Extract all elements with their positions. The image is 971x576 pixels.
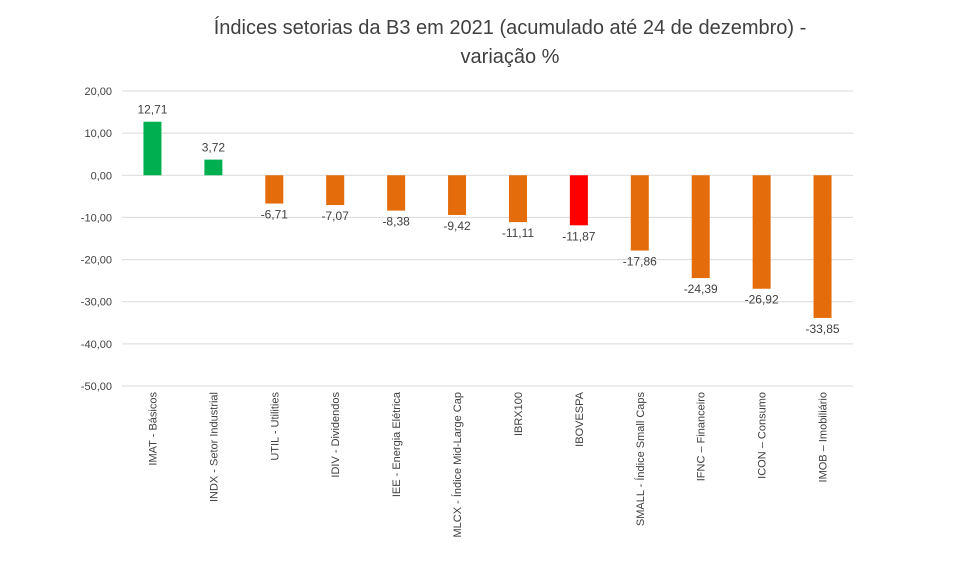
bar [448, 175, 467, 215]
y-tick-label: -10,00 [81, 212, 112, 224]
data-label: -17,86 [623, 255, 657, 269]
bar [204, 159, 223, 176]
chart-title: Índices setorias da B3 em 2021 (acumulad… [150, 14, 870, 72]
y-tick-label: 20,00 [84, 86, 112, 98]
bar [630, 175, 649, 251]
y-tick-label: -50,00 [81, 381, 112, 393]
bar [752, 175, 771, 289]
data-label: 3,72 [202, 141, 226, 155]
data-label: -11,11 [502, 226, 535, 240]
data-label: -11,87 [562, 229, 595, 243]
category-label: UTIL - Utilities [269, 392, 281, 461]
y-tick-label: -40,00 [81, 339, 112, 351]
data-label: -26,92 [745, 293, 779, 307]
category-label: IMAT - Básicos [147, 392, 159, 466]
category-label: SMALL - Índice Small Caps [634, 392, 647, 527]
chart-title-line1: Índices setorias da B3 em 2021 (acumulad… [213, 17, 807, 39]
bar [387, 175, 406, 211]
data-label: -6,71 [261, 208, 289, 222]
data-label: -8,38 [382, 215, 410, 229]
data-label: 12,71 [137, 103, 167, 117]
y-tick-label: 0,00 [91, 170, 112, 182]
bar [265, 175, 284, 204]
category-label: IEE - Energia Elétrica [391, 391, 403, 497]
category-label: IMOB – Imobiliário [818, 392, 830, 482]
category-label: INDX - Setor Industrial [208, 392, 220, 502]
y-tick-label: 10,00 [84, 128, 112, 140]
data-label: -7,07 [322, 209, 350, 223]
bars [143, 121, 832, 318]
category-labels: IMAT - Básicos INDX - Setor Industrial UTI… [147, 391, 829, 537]
data-label: -9,42 [443, 219, 471, 233]
category-label: ICON – Consumo [757, 392, 769, 479]
category-label: MLCX - Índice Mid-Large Cap [451, 392, 464, 538]
category-label: IBOVESPA [574, 391, 586, 446]
data-labels: 12,71 3,72 -6,71 -7,07 -8,38 -9,42 -11,11 -11,8… [137, 103, 839, 336]
y-tick-label: -20,00 [81, 255, 112, 267]
category-label: IDIV - Dividendos [330, 392, 342, 478]
data-label: -33,85 [806, 322, 840, 336]
bar [143, 121, 162, 176]
y-axis-ticks: 20,00 10,00 0,00 -10,00 -20,00 -30,00 -40,00 -5… [81, 86, 112, 393]
category-label: IFNC – Financeiro [696, 392, 708, 481]
bar [813, 175, 832, 318]
category-label: IBRX100 [513, 392, 525, 436]
gridlines [122, 90, 853, 387]
bar [569, 175, 588, 226]
bar [326, 175, 345, 206]
chart-subtitle: variação % [460, 46, 560, 68]
data-label: -24,39 [684, 282, 718, 296]
y-tick-label: -30,00 [81, 297, 112, 309]
bar [691, 175, 710, 279]
bar [508, 175, 527, 223]
